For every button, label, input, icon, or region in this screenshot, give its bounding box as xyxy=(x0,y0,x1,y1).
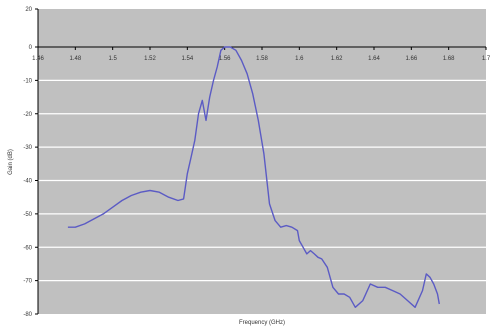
x-tick-label: 1.54 xyxy=(181,56,193,62)
x-tick-label: 1.58 xyxy=(256,56,268,62)
x-tick-label: 1.66 xyxy=(405,56,417,62)
x-tick-label: 1.6 xyxy=(295,56,304,62)
x-tick-label: 1.68 xyxy=(443,56,455,62)
series-group xyxy=(67,46,440,308)
y-tick-label: -50 xyxy=(23,212,32,218)
x-tick-label: 1.5 xyxy=(108,56,117,62)
x-tick-label: 1.64 xyxy=(368,56,380,62)
series-line xyxy=(67,46,440,308)
y-tick-label: -40 xyxy=(23,179,32,185)
y-tick-label: -60 xyxy=(23,245,32,251)
axes xyxy=(35,8,487,315)
y-tick-label: -30 xyxy=(23,145,32,151)
x-tick-label: 1.52 xyxy=(144,56,156,62)
y-tick-label: -80 xyxy=(23,312,32,318)
y-tick-labels: 20 0 -10 -20 -30 -40 -50 -60 -70 -80 xyxy=(23,7,32,318)
x-tick-label: 1.62 xyxy=(331,56,343,62)
y-axis-label: Gain (dB) xyxy=(8,149,14,175)
plot-area xyxy=(38,9,486,314)
y-tick-label: 20 xyxy=(25,7,32,13)
x-axis-label: Frequency (GHz) xyxy=(239,320,285,326)
y-tick-label: -70 xyxy=(23,279,32,285)
x-tick-labels: 1.46 1.48 1.5 1.52 1.54 1.56 1.58 1.6 1.62 1.64 1.… xyxy=(32,56,491,62)
y-tick-label: 0 xyxy=(29,45,33,51)
gridlines xyxy=(38,79,486,282)
x-tick-label: 1.7 xyxy=(482,56,491,62)
y-tick-label: -20 xyxy=(23,112,32,118)
y-tick-label: -10 xyxy=(23,78,32,84)
x-tick-label: 1.46 xyxy=(32,56,44,62)
x-tick-label: 1.56 xyxy=(219,56,231,62)
x-tick-label: 1.48 xyxy=(69,56,81,62)
